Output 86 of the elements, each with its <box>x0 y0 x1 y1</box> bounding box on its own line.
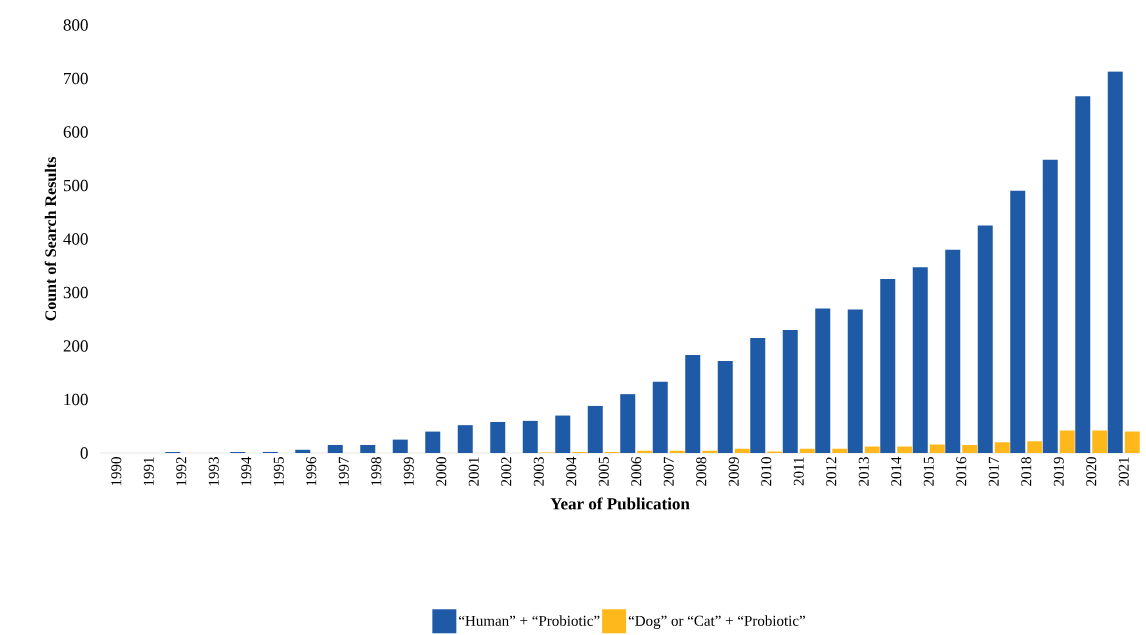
x-tick-label: 2017 <box>988 456 999 486</box>
x-tick-label: 1997 <box>338 456 349 486</box>
x-tick-label: 1993 <box>208 456 219 486</box>
x-tick-label: 2004 <box>566 456 577 486</box>
x-tick-label: 2006 <box>631 456 642 486</box>
bar <box>1059 430 1075 453</box>
bar <box>1124 431 1140 453</box>
x-tick-label: 2008 <box>696 456 707 486</box>
x-tick-label: 2002 <box>501 457 512 486</box>
bar <box>1075 96 1091 453</box>
y-tick-label: 800 <box>63 19 88 31</box>
x-tick-label: 2016 <box>956 456 967 486</box>
bar <box>929 444 945 453</box>
bar <box>637 450 653 453</box>
bar <box>750 337 766 453</box>
x-tick-label: 1992 <box>176 457 187 486</box>
x-tick-label: 2003 <box>533 456 544 486</box>
x-tick-label: 2010 <box>761 456 772 486</box>
x-tick-label: 1996 <box>306 456 317 486</box>
y-axis-title: Count of Search Results <box>44 156 57 321</box>
bar <box>522 420 538 453</box>
x-tick-label: 2012 <box>826 457 837 486</box>
legend-label: “Dog” or “Cat” + “Probiotic” <box>628 615 805 629</box>
y-tick-label: 0 <box>80 447 88 459</box>
x-tick-label: 2005 <box>598 456 609 486</box>
y-tick-label: 400 <box>63 233 88 245</box>
bar <box>360 444 376 453</box>
bar <box>912 267 928 453</box>
bar <box>864 446 880 453</box>
bar <box>880 279 896 453</box>
x-tick-label: 1995 <box>273 456 284 486</box>
bar <box>1010 190 1026 453</box>
x-tick-label: 2020 <box>1086 456 1097 486</box>
bar <box>734 448 750 453</box>
y-tick-label: 300 <box>63 286 88 299</box>
bar <box>847 309 863 453</box>
bar <box>799 448 815 453</box>
bar <box>717 360 733 453</box>
bar <box>1042 159 1058 453</box>
x-tick-label: 2011 <box>793 457 804 486</box>
bar <box>962 444 978 453</box>
bar <box>327 444 343 453</box>
bar <box>392 439 408 453</box>
x-tick-label: 2015 <box>923 456 934 486</box>
x-axis-title: Year of Publication <box>550 497 690 510</box>
x-tick-label: 1991 <box>143 457 154 486</box>
bar <box>994 442 1010 453</box>
bar <box>457 425 473 453</box>
bar <box>620 394 636 453</box>
bar <box>832 448 848 453</box>
y-tick-label: 700 <box>64 72 88 85</box>
x-tick-label: 1994 <box>241 456 252 486</box>
y-tick-label: 100 <box>64 393 88 406</box>
x-tick-label: 1990 <box>111 456 122 486</box>
bar <box>295 449 311 453</box>
bar <box>1027 441 1043 453</box>
bar <box>425 431 441 453</box>
y-tick-label: 500 <box>63 179 88 192</box>
x-tick-label: 2013 <box>858 456 869 486</box>
legend-label: “Human” + “Probiotic” <box>459 615 600 626</box>
y-tick-label: 200 <box>63 340 88 352</box>
x-tick-label: 2018 <box>1021 456 1032 486</box>
x-tick-label: 2019 <box>1053 457 1064 486</box>
bar <box>1092 430 1108 453</box>
bar <box>815 308 831 453</box>
x-tick-label: 1999 <box>403 457 414 486</box>
bar <box>685 354 701 453</box>
bar <box>782 329 798 453</box>
x-tick-label: 2014 <box>891 456 902 486</box>
x-tick-label: 1998 <box>371 456 382 486</box>
bar <box>897 446 913 453</box>
bar <box>555 415 571 453</box>
bar <box>702 450 718 453</box>
bar <box>945 249 961 453</box>
x-tick-label: 2021 <box>1118 457 1129 486</box>
y-tick-label: 600 <box>63 126 88 138</box>
bar <box>977 225 993 453</box>
x-tick-label: 2007 <box>663 456 674 486</box>
x-tick-label: 2000 <box>436 456 447 486</box>
bar <box>669 450 685 453</box>
x-tick-label: 2001 <box>468 457 479 486</box>
x-tick-label: 2009 <box>728 457 739 486</box>
bar <box>587 405 603 453</box>
bar <box>490 421 506 453</box>
bar <box>1107 71 1123 453</box>
bar <box>652 381 668 453</box>
